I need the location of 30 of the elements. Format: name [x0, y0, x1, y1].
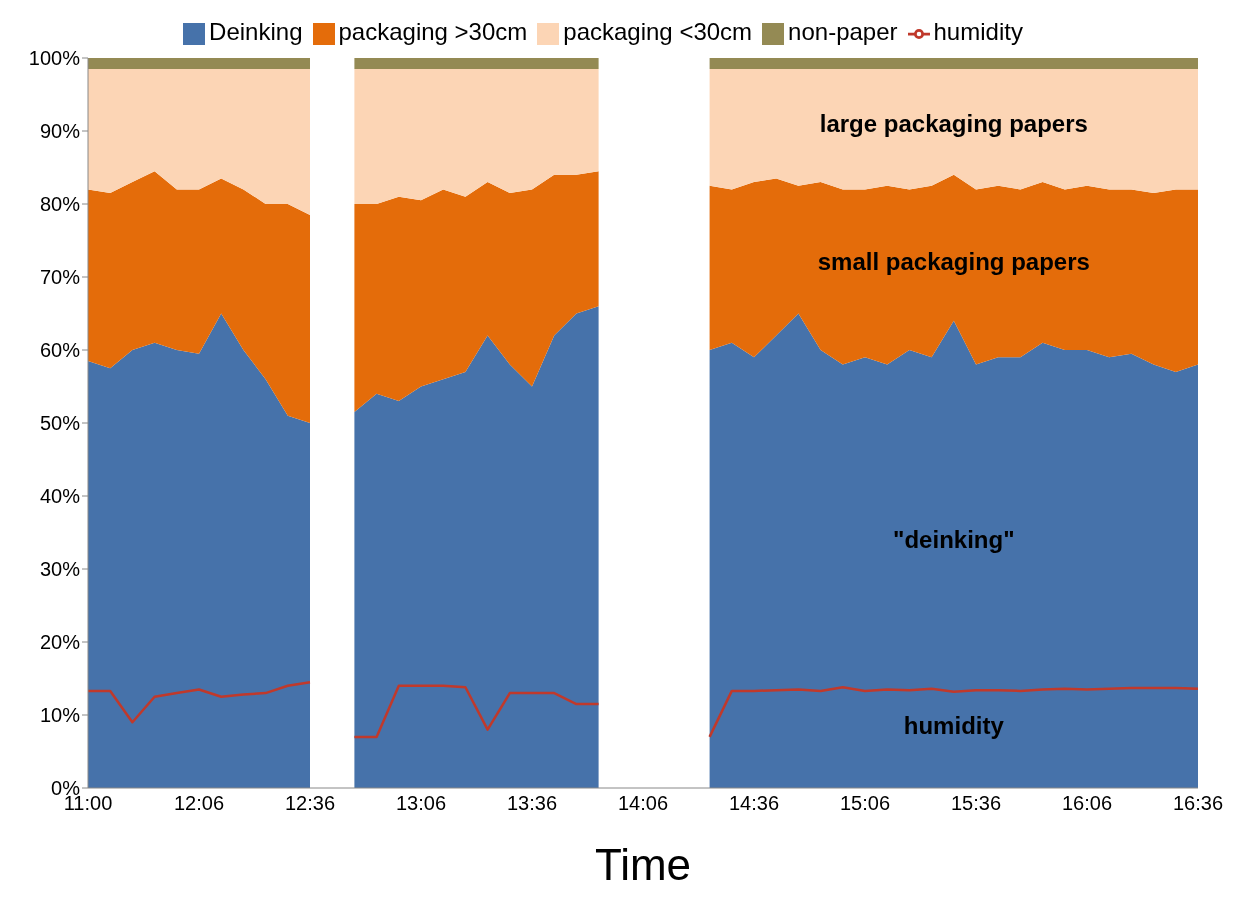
y-tick-label: 100% — [28, 47, 81, 70]
x-tick-label: 13:36 — [506, 792, 558, 815]
y-tick-label: 30% — [39, 558, 81, 581]
legend-label: packaging >30cm — [338, 18, 528, 45]
y-tick-label: 10% — [39, 704, 81, 727]
x-tick-label: 16:36 — [1172, 792, 1224, 815]
x-axis-title: Time — [594, 840, 692, 889]
x-tick-label: 12:36 — [284, 792, 336, 815]
x-tick-label: 12:06 — [173, 792, 225, 815]
y-tick-label: 70% — [39, 266, 81, 289]
y-tick-label: 60% — [39, 339, 81, 362]
y-tick-label: 40% — [39, 485, 81, 508]
x-tick-label: 14:06 — [617, 792, 669, 815]
x-tick-label: 14:36 — [728, 792, 780, 815]
legend-label: packaging <30cm — [563, 18, 753, 45]
y-tick-label: 80% — [39, 193, 81, 216]
x-tick-label: 16:06 — [1061, 792, 1113, 815]
y-tick-label: 90% — [39, 120, 81, 143]
legend-label: non-paper — [788, 18, 898, 45]
annotation: humidity — [903, 711, 1004, 740]
legend-label: humidity — [933, 18, 1023, 45]
y-tick-label: 20% — [39, 631, 81, 654]
y-tick-label: 50% — [39, 412, 81, 435]
x-tick-label: 13:06 — [395, 792, 447, 815]
legend-label: Deinking — [209, 18, 303, 45]
x-tick-label: 15:36 — [950, 792, 1002, 815]
annotation: small packaging papers — [817, 248, 1090, 277]
x-tick-label: 15:06 — [839, 792, 891, 815]
annotation: "deinking" — [893, 525, 1015, 554]
annotation: large packaging papers — [819, 109, 1088, 138]
